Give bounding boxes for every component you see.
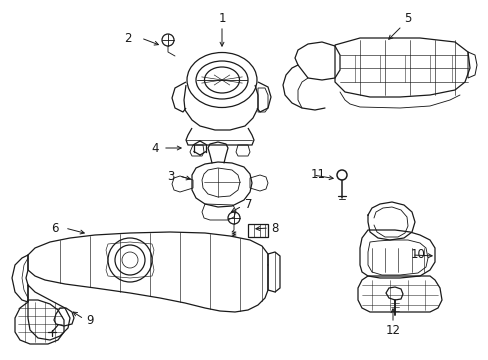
Text: 4: 4 [151, 141, 159, 154]
Text: 6: 6 [51, 221, 59, 234]
Text: 12: 12 [385, 324, 400, 337]
Text: 9: 9 [86, 314, 94, 327]
Text: 7: 7 [245, 198, 252, 211]
Text: 8: 8 [271, 221, 278, 234]
Text: 2: 2 [124, 31, 131, 45]
Text: 11: 11 [310, 168, 325, 181]
Text: 3: 3 [167, 170, 174, 183]
Text: 5: 5 [404, 12, 411, 24]
Text: 1: 1 [218, 12, 225, 24]
Text: 10: 10 [410, 248, 425, 261]
